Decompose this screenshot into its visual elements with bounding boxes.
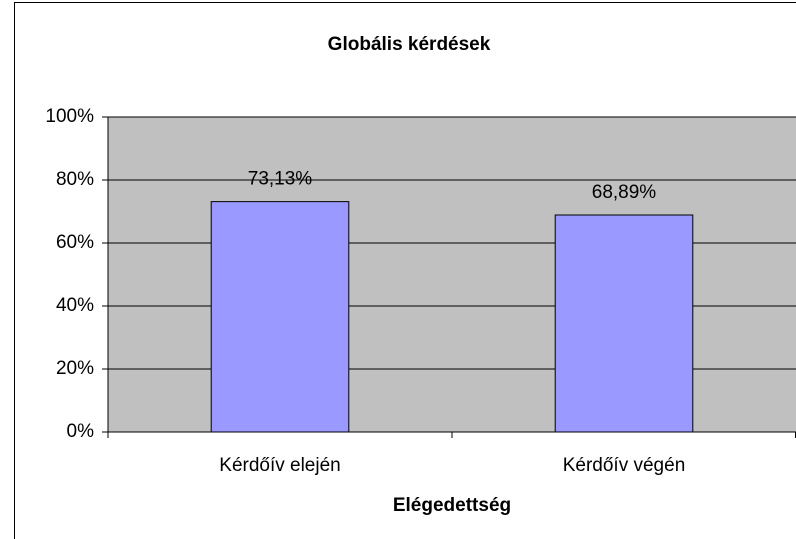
x-tick-label: Kérdőív végén bbox=[563, 455, 686, 476]
y-tick-label: 100% bbox=[45, 106, 94, 127]
y-tick-label: 80% bbox=[56, 169, 94, 190]
y-tick-label: 20% bbox=[56, 358, 94, 379]
x-tick-label: Kérdőív elején bbox=[219, 455, 340, 476]
data-label: 73,13% bbox=[248, 169, 313, 190]
y-tick-label: 40% bbox=[56, 295, 94, 316]
chart-title: Globális kérdések bbox=[328, 34, 491, 55]
y-tick-label: 60% bbox=[56, 232, 94, 253]
bar bbox=[210, 201, 350, 433]
bar bbox=[554, 214, 694, 433]
x-axis-label: Elégedettség bbox=[393, 495, 511, 516]
data-label: 68,89% bbox=[592, 182, 657, 203]
y-tick-label: 0% bbox=[67, 421, 95, 442]
